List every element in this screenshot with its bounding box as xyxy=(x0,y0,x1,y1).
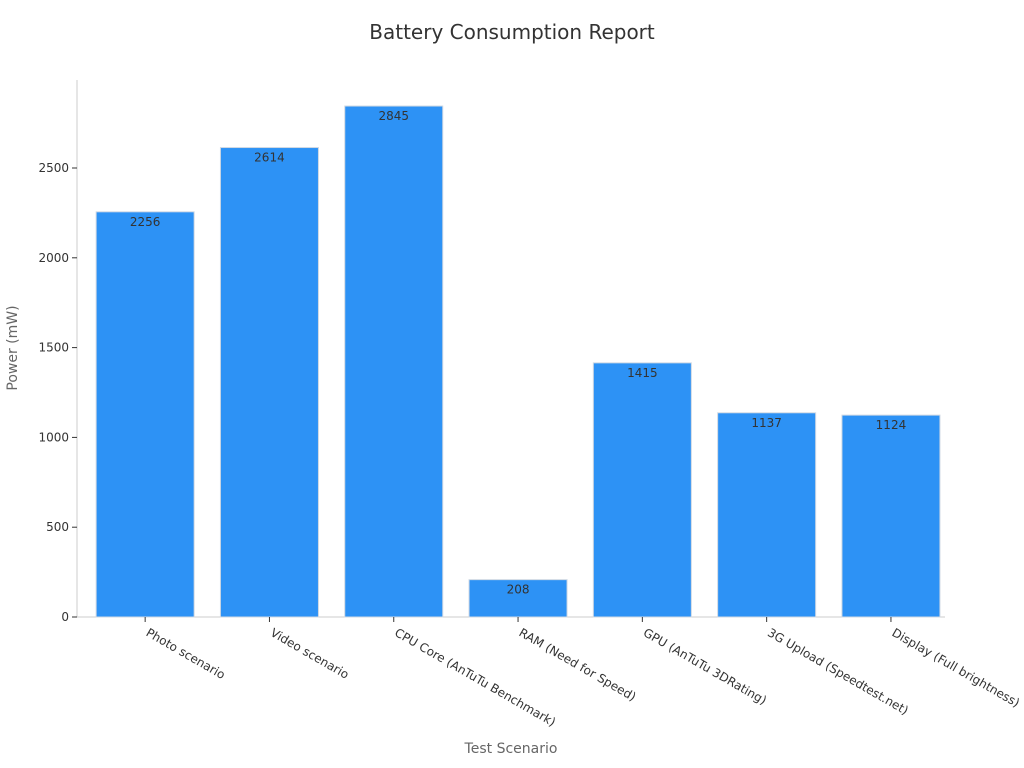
bar xyxy=(592,362,692,618)
x-tick-label: Photo scenario xyxy=(144,625,228,682)
bar-value-label: 2256 xyxy=(130,215,161,229)
bar-value-label: 1415 xyxy=(627,366,658,380)
y-tick-label: 0 xyxy=(61,610,69,624)
y-tick-label: 1500 xyxy=(38,341,69,355)
x-axis-label: Test Scenario xyxy=(464,741,558,757)
bar xyxy=(344,105,444,618)
bar xyxy=(841,414,941,618)
x-tick-label: GPU (AnTuTu 3DRating) xyxy=(641,625,769,707)
x-tick-label: Video scenario xyxy=(268,625,351,681)
chart-title: Battery Consumption Report xyxy=(369,20,655,44)
bar xyxy=(219,147,319,618)
y-tick-label: 2000 xyxy=(38,251,69,265)
x-tick-label: Display (Full brightness) xyxy=(889,625,1022,710)
y-tick-label: 2500 xyxy=(38,161,69,175)
x-tick-label: RAM (Need for Speed) xyxy=(517,625,639,703)
bar-value-label: 1137 xyxy=(751,416,782,430)
bar-value-label: 1124 xyxy=(876,418,907,432)
y-tick-label: 500 xyxy=(46,520,69,534)
x-tick-label: 3G Upload (Speedtest.net) xyxy=(765,625,911,717)
bar xyxy=(717,412,817,618)
bar xyxy=(95,211,195,618)
bar-value-label: 208 xyxy=(507,583,530,597)
y-tick-label: 1000 xyxy=(38,430,69,444)
bar-value-label: 2614 xyxy=(254,151,285,165)
bar-value-label: 2845 xyxy=(378,109,409,123)
